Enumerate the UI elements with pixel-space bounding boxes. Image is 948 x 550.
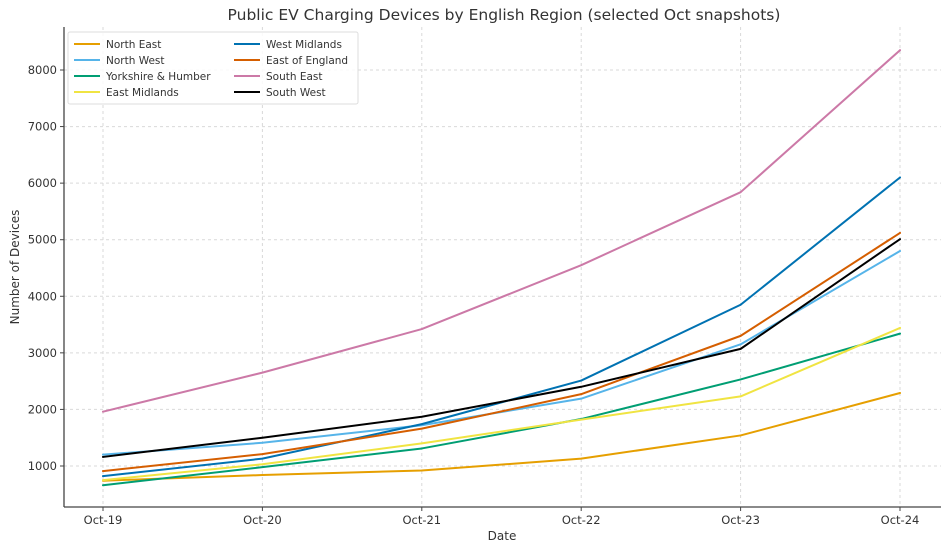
y-tick-label: 8000 — [28, 63, 57, 77]
data-point-west-midlands — [102, 475, 104, 478]
data-point-east-of-england — [739, 334, 742, 337]
legend-label: South East — [266, 71, 323, 83]
legend-label: North West — [106, 55, 165, 67]
x-axis-ticks: Oct-19 Oct-20 Oct-21 Oct-22 Oct-23 Oct-24 — [84, 507, 920, 527]
legend-item-south-west: South West — [234, 87, 326, 99]
y-axis-ticks: 1000 2000 3000 4000 5000 6000 7000 8000 — [28, 63, 64, 473]
data-point-north-east — [899, 392, 901, 394]
data-point-east-midlands — [899, 327, 901, 329]
legend-item-yorkshire-humber: Yorkshire & Humber — [74, 71, 211, 83]
data-point-south-east — [102, 410, 104, 413]
data-point-east-of-england — [580, 393, 583, 396]
data-point-south-east — [899, 49, 901, 52]
data-point-south-west — [580, 385, 583, 388]
data-point-south-west — [102, 456, 104, 458]
series-line-north-east — [102, 392, 901, 482]
data-point-south-west — [899, 238, 901, 241]
legend-label: East of England — [266, 55, 348, 67]
series-line-yorkshire-humber — [102, 332, 901, 487]
data-point-west-midlands — [420, 423, 423, 426]
data-point-south-east — [739, 191, 742, 194]
series-line-east-of-england — [102, 231, 901, 473]
data-point-south-west — [420, 415, 423, 418]
data-point-yorkshire-humber — [739, 378, 742, 381]
data-point-east-midlands — [102, 479, 104, 482]
series-lines — [102, 49, 901, 487]
series-line-east-midlands — [102, 326, 901, 482]
data-point-north-west — [899, 250, 901, 252]
data-point-north-east — [261, 474, 264, 476]
series-east-midlands — [102, 326, 901, 482]
legend-label: North East — [106, 39, 161, 51]
x-tick-label: Oct-22 — [562, 513, 601, 527]
data-point-east-of-england — [102, 470, 104, 472]
x-tick-label: Oct-19 — [84, 513, 123, 527]
data-point-east-midlands — [420, 442, 423, 445]
legend-label: East Midlands — [106, 87, 179, 99]
y-tick-label: 5000 — [28, 233, 57, 247]
data-point-north-east — [580, 457, 583, 460]
x-tick-label: Oct-24 — [881, 513, 920, 527]
data-point-south-west — [261, 436, 264, 439]
data-point-east-of-england — [261, 453, 264, 456]
data-point-south-east — [580, 264, 583, 267]
data-point-north-west — [102, 453, 104, 456]
legend-item-south-east: South East — [234, 71, 323, 83]
legend-box — [67, 31, 359, 105]
data-point-north-east — [739, 434, 742, 437]
y-tick-label: 4000 — [28, 289, 57, 303]
y-axis-label: Number of Devices — [8, 210, 22, 325]
data-point-east-of-england — [420, 427, 423, 430]
legend-item-east-midlands: East Midlands — [74, 87, 179, 99]
legend-label: Yorkshire & Humber — [105, 71, 211, 83]
x-tick-label: Oct-20 — [243, 513, 282, 527]
data-point-north-west — [261, 441, 264, 444]
data-point-east-midlands — [580, 418, 583, 421]
data-point-west-midlands — [261, 457, 264, 460]
data-point-north-west — [739, 343, 742, 346]
data-point-east-midlands — [739, 395, 742, 398]
series-south-west — [102, 238, 901, 458]
data-point-south-west — [739, 347, 742, 350]
data-point-east-midlands — [261, 463, 264, 466]
data-point-south-east — [420, 328, 423, 330]
legend-label: South West — [266, 87, 326, 99]
y-tick-label: 7000 — [28, 120, 57, 134]
data-point-west-midlands — [899, 176, 901, 179]
data-point-west-midlands — [580, 379, 583, 382]
data-point-yorkshire-humber — [261, 466, 264, 469]
data-point-north-west — [580, 397, 583, 400]
legend-item-north-west: North West — [74, 55, 165, 67]
chart-title: Public EV Charging Devices by English Re… — [228, 6, 781, 24]
data-point-south-east — [261, 371, 264, 374]
y-tick-label: 3000 — [28, 346, 57, 360]
y-tick-label: 6000 — [28, 176, 57, 190]
data-point-west-midlands — [739, 303, 742, 306]
x-axis-label: Date — [488, 529, 517, 543]
data-point-east-of-england — [899, 232, 901, 234]
legend: North East North West Yorkshire & Humber Ea… — [67, 31, 359, 105]
x-tick-label: Oct-21 — [402, 513, 441, 527]
legend-item-east-of-england: East of England — [234, 55, 348, 67]
series-south-east — [102, 49, 901, 413]
y-tick-label: 1000 — [28, 459, 57, 473]
legend-label: West Midlands — [266, 39, 342, 51]
data-point-yorkshire-humber — [899, 332, 901, 335]
data-point-yorkshire-humber — [102, 484, 104, 487]
y-tick-label: 2000 — [28, 402, 57, 416]
data-point-north-east — [420, 469, 423, 472]
series-east-of-england — [102, 231, 901, 473]
legend-item-west-midlands: West Midlands — [234, 39, 342, 51]
series-line-south-west — [102, 238, 901, 458]
legend-item-north-east: North East — [74, 39, 161, 51]
x-tick-label: Oct-23 — [721, 513, 760, 527]
data-point-yorkshire-humber — [420, 447, 423, 450]
series-line-south-east — [102, 49, 901, 413]
